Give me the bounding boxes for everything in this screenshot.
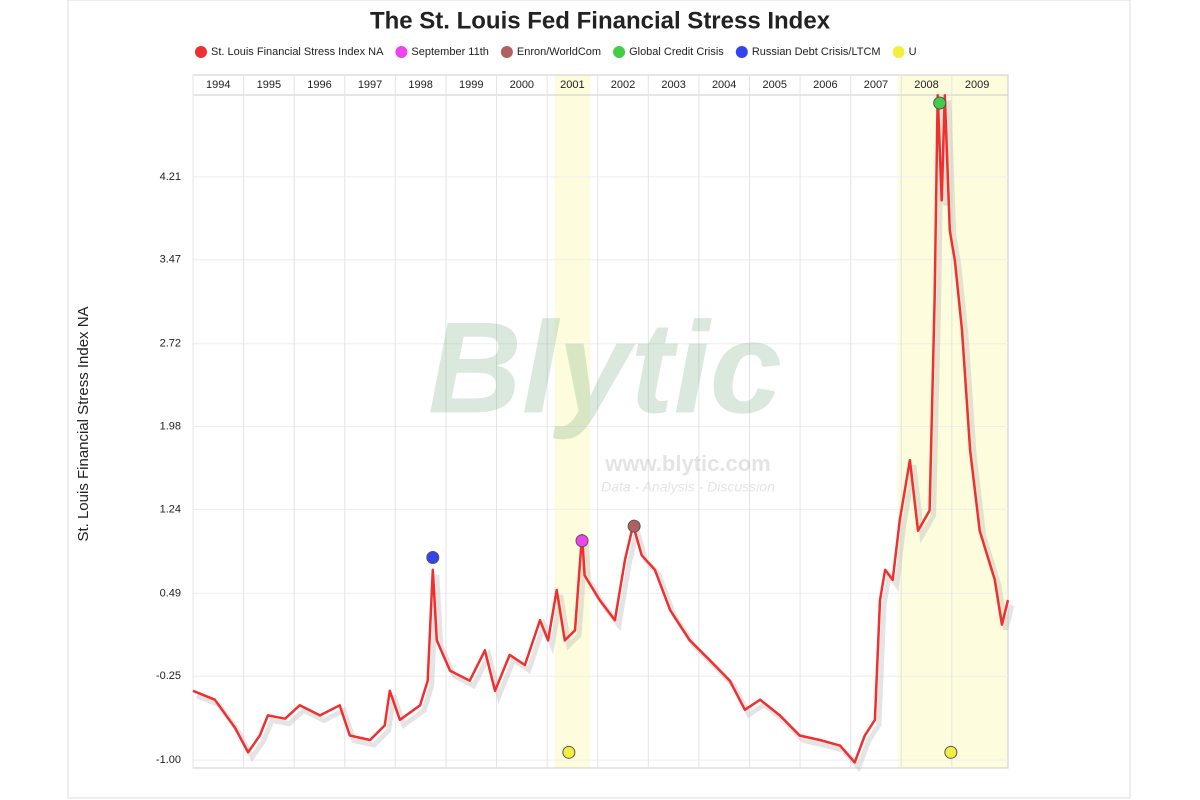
event-marker (426, 551, 440, 565)
x-tick-label: 2003 (661, 79, 685, 91)
legend-swatch (195, 46, 207, 58)
highlight-band (554, 75, 591, 768)
legend-label: Global Credit Crisis (629, 46, 724, 58)
y-tick-label: 2.72 (160, 338, 181, 350)
x-tick-label: 2005 (763, 79, 787, 91)
legend-label: Enron/WorldCom (517, 46, 601, 58)
y-tick-label: -1.00 (156, 754, 181, 766)
x-tick-label: 1998 (408, 79, 432, 91)
x-tick-label: 2007 (864, 79, 888, 91)
legend-swatch (892, 46, 905, 58)
x-tick-label: 2009 (965, 79, 989, 91)
y-tick-label: 3.47 (160, 254, 181, 266)
legend-swatch (500, 46, 513, 58)
event-marker (933, 96, 947, 110)
x-tick-label: 2008 (914, 79, 938, 91)
legend-swatch (613, 46, 626, 58)
x-tick-label: 1994 (206, 79, 230, 91)
event-marker (944, 745, 958, 759)
y-tick-label: 1.24 (160, 503, 181, 515)
y-tick-label: 4.21 (160, 171, 181, 183)
chart-title: The St. Louis Fed Financial Stress Index (370, 7, 831, 34)
x-tick-label: 1999 (459, 79, 483, 91)
frame (67, 0, 1131, 799)
x-tick-label: 1996 (307, 79, 331, 91)
watermark-logo: Blytic (428, 294, 782, 440)
event-marker (627, 519, 641, 533)
x-tick-label: 2004 (712, 79, 736, 91)
x-tick-label: 2002 (611, 79, 635, 91)
watermark-tagline: Data - Analysis - Discussion (601, 479, 775, 495)
event-marker (562, 745, 576, 759)
legend-swatch (395, 46, 408, 58)
x-tick-label: 1997 (358, 79, 382, 91)
legend-label: Russian Debt Crisis/LTCM (752, 46, 881, 58)
y-axis-label: St. Louis Financial Stress Index NA (75, 306, 92, 541)
x-tick-label: 2000 (510, 79, 534, 91)
x-tick-label: 1995 (257, 79, 281, 91)
y-tick-label: 1.98 (160, 420, 181, 432)
watermark: Blytic www.blytic.com Data - Analysis - … (428, 294, 782, 494)
y-tick-label: 0.49 (160, 587, 181, 599)
line-shadow (196, 100, 1015, 773)
x-tick-label: 2006 (813, 79, 837, 91)
legend-swatch (735, 46, 748, 58)
event-marker (575, 534, 589, 548)
line (192, 93, 1010, 764)
x-tick-label: 2001 (560, 79, 584, 91)
legend-label: St. Louis Financial Stress Index NA (211, 46, 384, 58)
legend-label: U (909, 46, 917, 58)
y-tick-label: -0.25 (156, 670, 181, 682)
highlight-band (897, 75, 1008, 768)
watermark-url: www.blytic.com (604, 451, 770, 476)
legend-label: September 11th (411, 46, 488, 58)
